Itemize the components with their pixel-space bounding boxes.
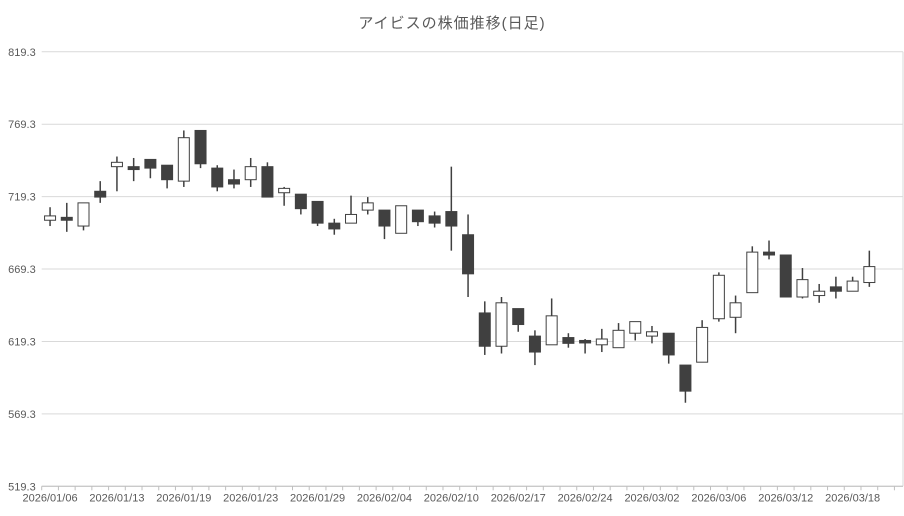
candle-up <box>846 280 859 292</box>
x-axis-label: 2026/01/29 <box>290 492 345 504</box>
y-axis-label: 669.3 <box>8 264 36 276</box>
x-axis-label: 2026/02/24 <box>558 492 613 504</box>
candle-down <box>679 364 692 392</box>
candle-down <box>528 335 541 353</box>
candle-up <box>77 202 90 227</box>
candle-up <box>278 187 291 194</box>
candle-down <box>144 158 157 169</box>
x-axis-label: 2026/03/18 <box>825 492 880 504</box>
candle-up <box>177 137 190 182</box>
candle-down <box>579 339 592 344</box>
candle-down <box>127 166 140 171</box>
candle-up <box>361 202 374 211</box>
candle-down <box>94 190 107 198</box>
candle-down <box>211 167 224 188</box>
candle-down <box>478 312 491 347</box>
candle-down <box>428 215 441 224</box>
candle-up <box>612 329 625 349</box>
y-axis-label: 819.3 <box>8 47 36 59</box>
candle-down <box>763 251 776 256</box>
candle-up <box>863 266 876 284</box>
candle-down <box>445 211 458 227</box>
candle-down <box>378 209 391 227</box>
candle-up <box>395 205 408 234</box>
candle-up <box>44 215 57 221</box>
y-axis-label: 769.3 <box>8 119 36 131</box>
candle-down <box>779 254 792 298</box>
candle-up <box>746 251 759 294</box>
candle-down <box>161 164 174 181</box>
x-axis-label: 2026/03/12 <box>758 492 813 504</box>
candle-down <box>311 200 324 224</box>
candle-down <box>194 129 207 165</box>
candle-down <box>562 337 575 344</box>
x-axis-label: 2026/01/19 <box>156 492 211 504</box>
chart-title: アイビスの株価推移(日足) <box>358 15 546 32</box>
candle-up <box>729 302 742 318</box>
candle-up <box>696 326 709 363</box>
candle-up <box>629 321 642 334</box>
candle-down <box>462 234 475 275</box>
y-axis-label: 619.3 <box>8 336 36 348</box>
candle-up <box>545 315 558 346</box>
candle-down <box>261 166 274 198</box>
candle-down <box>662 332 675 356</box>
candle-up <box>595 338 608 346</box>
candle-up <box>495 302 508 347</box>
x-axis-label: 2026/03/02 <box>624 492 679 504</box>
candle-down <box>294 193 307 210</box>
x-axis-label: 2026/01/23 <box>223 492 278 504</box>
candle-down <box>829 286 842 292</box>
x-axis-label: 2026/01/13 <box>89 492 144 504</box>
candle-up <box>712 274 725 320</box>
x-axis-label: 2026/02/04 <box>357 492 412 504</box>
y-axis-label: 569.3 <box>8 409 36 421</box>
y-axis-label: 519.3 <box>8 481 36 493</box>
candle-up <box>244 166 257 181</box>
candle-up <box>110 161 123 168</box>
candle-down <box>411 209 424 223</box>
candle-down <box>512 308 525 326</box>
candle-up <box>645 331 658 337</box>
candle-down <box>328 222 341 230</box>
x-axis-label: 2026/02/10 <box>424 492 479 504</box>
x-axis-label: 2026/03/06 <box>691 492 746 504</box>
candle-down <box>227 179 240 185</box>
candle-up <box>796 279 809 298</box>
candle-up <box>345 213 358 224</box>
candle-up <box>813 290 826 297</box>
y-axis-label: 719.3 <box>8 192 36 204</box>
candle-down <box>60 216 73 221</box>
x-axis-label: 2026/02/17 <box>491 492 546 504</box>
x-axis-label: 2026/01/06 <box>23 492 78 504</box>
